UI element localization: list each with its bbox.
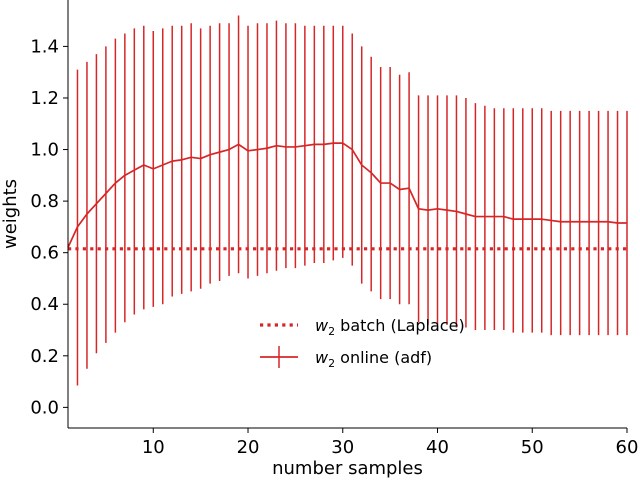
legend-online-label: w2 online (adf) [315, 348, 432, 370]
legend: w2 batch (Laplace) w2 online (adf) [260, 316, 465, 370]
online-adf-line [67, 142, 627, 248]
plot-marks [67, 15, 628, 386]
y-tick-label: 0.4 [30, 294, 59, 315]
y-tick-label: 1.2 [30, 88, 59, 109]
x-tick-label: 30 [331, 437, 354, 458]
x-axis-label: number samples [272, 458, 423, 479]
y-tick-label: 0.8 [30, 191, 59, 212]
legend-batch-label: w2 batch (Laplace) [315, 316, 465, 338]
x-tick-label: 60 [616, 437, 639, 458]
y-tick-label: 0.6 [30, 243, 59, 264]
y-tick-label: 0.2 [30, 346, 59, 367]
y-tick-label: 1.0 [30, 140, 59, 161]
tick-labels: 10 20 30 40 50 60 0.0 0.2 0.4 0.6 0.8 1.0 1.2 1.4 [30, 36, 638, 458]
x-tick-label: 10 [142, 437, 165, 458]
y-tick-label: 0.0 [30, 397, 59, 418]
x-tick-label: 40 [426, 437, 449, 458]
axes [63, 0, 628, 433]
x-tick-label: 20 [237, 437, 260, 458]
y-axis-label: weights [0, 179, 21, 249]
x-tick-label: 50 [521, 437, 544, 458]
y-tick-label: 1.4 [30, 36, 59, 57]
